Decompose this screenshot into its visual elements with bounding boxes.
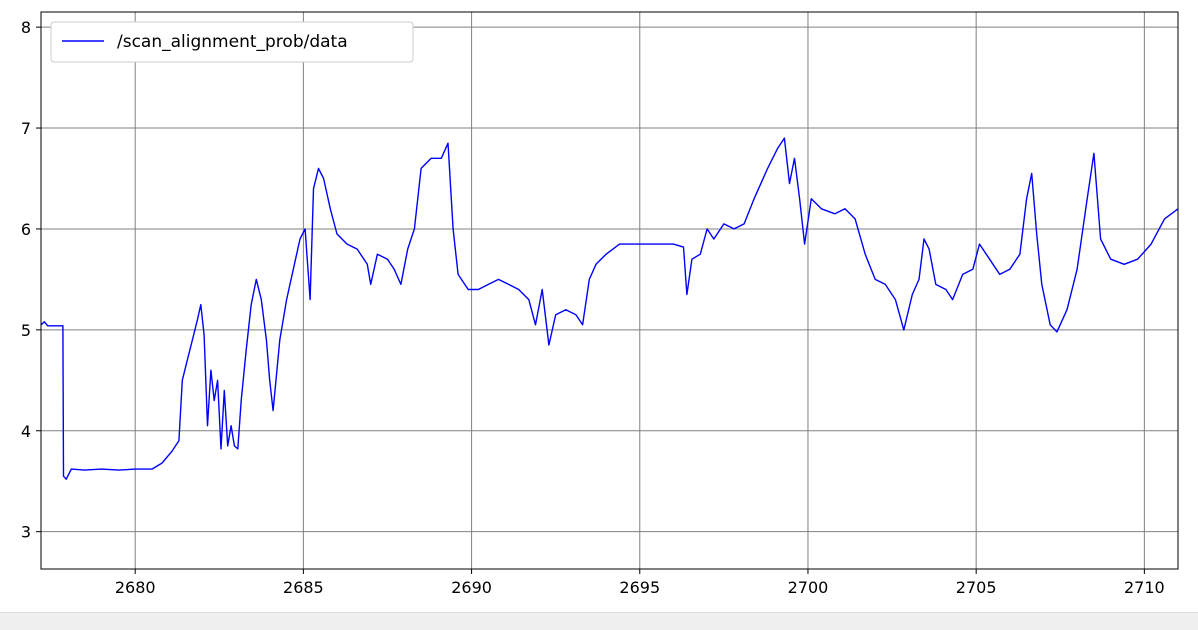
x-tick-label: 2690 [451,578,492,597]
legend-label: /scan_alignment_prob/data [117,32,348,52]
line-chart: 2680 2685 2690 2695 2700 2705 2710 3 4 5 6 7 8 /scan… [21,11,1179,597]
y-tick-label: 4 [21,422,31,441]
x-tick-label: 2680 [115,578,156,597]
x-tick-label: 2700 [788,578,829,597]
y-tick-label: 7 [21,119,31,138]
y-tick-label: 8 [21,18,31,37]
series-layer [40,137,1179,480]
legend-box [50,21,414,63]
grid-lines [41,12,1178,569]
plot-area: 2680 2685 2690 2695 2700 2705 2710 3 4 5 6 7 8 /scan… [20,11,1179,597]
y-tick-label: 3 [21,523,31,542]
y-tick-label: 5 [21,321,31,340]
legend: /scan_alignment_prob/data [50,21,414,63]
x-tick-label: 2695 [619,578,660,597]
series-line-0 [40,137,1179,480]
x-tick-label: 2705 [956,578,997,597]
x-tick-label: 2685 [283,578,324,597]
plot-frame [40,11,1179,570]
axis-ticks: 2680 2685 2690 2695 2700 2705 2710 3 4 5 6 7 8 [21,18,1165,597]
x-tick-label: 2710 [1124,578,1165,597]
y-tick-label: 6 [21,220,31,239]
window-bottom-bar [0,612,1198,630]
